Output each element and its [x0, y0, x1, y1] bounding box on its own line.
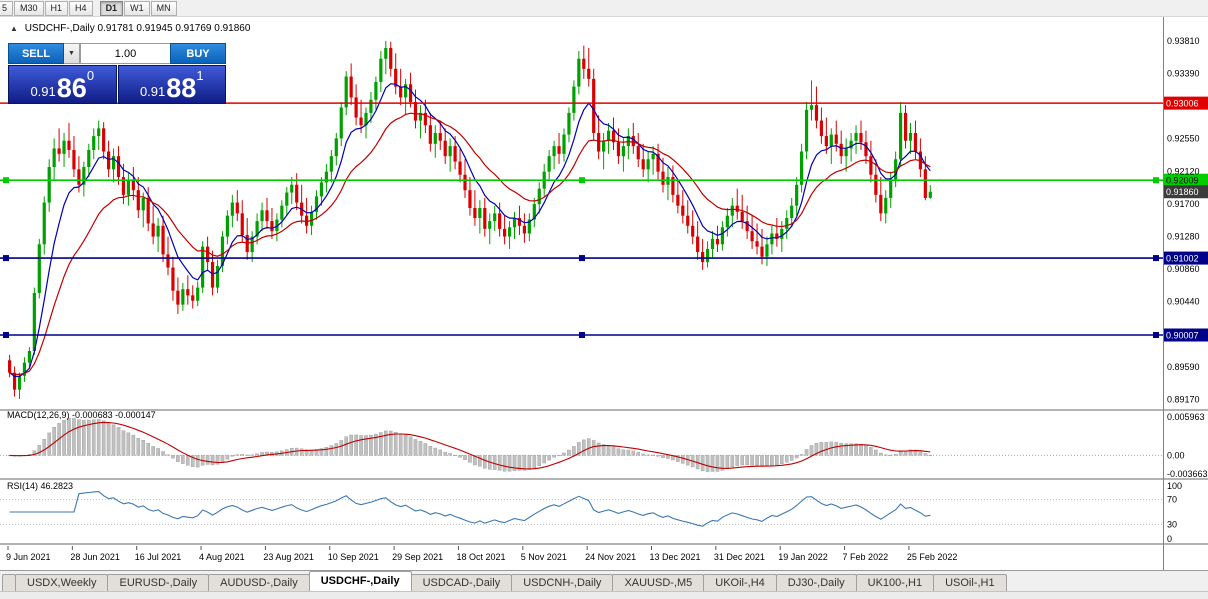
time-axis[interactable]: 9 Jun 2021 28 Jun 2021 16 Jul 2021 4 Aug 20… [6, 546, 957, 562]
chart-collapse-icon[interactable]: ▲ [10, 24, 18, 33]
buy-button[interactable]: BUY [170, 43, 226, 64]
macd-indicator-label: MACD(12,26,9) -0.000683 -0.000147 [7, 410, 156, 420]
timeframe-toolbar: 5 M30 H1 H4 D1 W1 MN [0, 0, 1208, 17]
chart-tab-uk100-h1[interactable]: UK100-,H1 [855, 574, 935, 591]
caption-symbol: USDCHF-,Daily [24, 23, 95, 34]
svg-text:0.93390: 0.93390 [1167, 68, 1200, 78]
sell-price-big: 86 [56, 73, 87, 104]
hline-handle[interactable] [579, 332, 585, 339]
hline-handle[interactable] [1153, 255, 1159, 262]
chart-caption: ▲ USDCHF-,Daily 0.91781 0.91945 0.91769 … [10, 23, 250, 34]
chart-tab-usdx-weekly[interactable]: USDX,Weekly [15, 574, 109, 591]
svg-text:70: 70 [1167, 495, 1177, 505]
chart-tab-dj30-daily[interactable]: DJ30-,Daily [775, 574, 857, 591]
chart-tab-usoil-h1[interactable]: USOil-,H1 [933, 574, 1007, 591]
svg-text:0.91860: 0.91860 [1166, 187, 1199, 197]
timeframe-button-m30[interactable]: M30 [14, 0, 44, 16]
rsi-line [9, 491, 931, 527]
svg-text:31 Dec 2021: 31 Dec 2021 [714, 552, 765, 562]
sell-button[interactable]: SELL [8, 43, 64, 64]
svg-text:18 Oct 2021: 18 Oct 2021 [456, 552, 505, 562]
svg-text:0.89170: 0.89170 [1167, 395, 1200, 405]
svg-text:23 Aug 2021: 23 Aug 2021 [263, 552, 314, 562]
hline-handle[interactable] [3, 255, 9, 262]
chart-tab-xauusd-m5[interactable]: XAUUSD-,M5 [612, 574, 705, 591]
svg-text:-0.003663: -0.003663 [1167, 469, 1208, 479]
sell-price-sup: 0 [86, 68, 95, 83]
tab-stub[interactable] [2, 574, 16, 591]
chart-background [0, 17, 1208, 570]
rsi-indicator-label: RSI(14) 46.2823 [7, 481, 74, 491]
chart-tab-ukoil-h4[interactable]: UKOil-,H4 [703, 574, 777, 591]
macd-signal-line [9, 421, 931, 470]
svg-text:0: 0 [1167, 534, 1172, 544]
svg-text:0.90440: 0.90440 [1167, 297, 1200, 307]
timeframe-button-d1[interactable]: D1 [99, 0, 124, 16]
svg-text:10 Sep 2021: 10 Sep 2021 [328, 552, 379, 562]
timeframe-button-w1[interactable]: W1 [124, 0, 150, 16]
svg-text:0.92550: 0.92550 [1167, 133, 1200, 143]
chart-tab-usdcnh-daily[interactable]: USDCNH-,Daily [511, 574, 614, 591]
svg-text:16 Jul 2021: 16 Jul 2021 [135, 552, 182, 562]
chart-area[interactable]: 0.93006 0.92009 0.91002 0.90007 0.93810 0.933… [0, 17, 1208, 570]
hline-handle[interactable] [1153, 177, 1159, 184]
svg-text:0.89590: 0.89590 [1167, 362, 1200, 372]
svg-text:0.91002: 0.91002 [1166, 254, 1199, 264]
chart-tab-audusd-daily[interactable]: AUDUSD-,Daily [208, 574, 310, 591]
svg-text:19 Jan 2022: 19 Jan 2022 [778, 552, 828, 562]
chevron-down-icon: ▼ [68, 50, 75, 57]
timeframe-button-5[interactable]: 5 [0, 0, 14, 16]
svg-text:5 Nov 2021: 5 Nov 2021 [521, 552, 567, 562]
sell-price-display[interactable]: 0.91 86 0 [8, 65, 117, 104]
buy-price-small: 0.91 [139, 84, 166, 99]
svg-text:13 Dec 2021: 13 Dec 2021 [650, 552, 701, 562]
svg-text:29 Sep 2021: 29 Sep 2021 [392, 552, 443, 562]
svg-text:30: 30 [1167, 519, 1177, 529]
timeframe-button-h1[interactable]: H1 [44, 0, 69, 16]
volume-input[interactable] [80, 43, 170, 64]
svg-text:4 Aug 2021: 4 Aug 2021 [199, 552, 245, 562]
svg-text:0.91700: 0.91700 [1167, 199, 1200, 209]
hline-handle[interactable] [1153, 332, 1159, 339]
chart-tab-eurusd-daily[interactable]: EURUSD-,Daily [107, 574, 210, 591]
svg-text:7 Feb 2022: 7 Feb 2022 [843, 552, 889, 562]
hline-handle[interactable] [3, 332, 9, 339]
hline-handle[interactable] [579, 255, 585, 262]
ma-line-20 [9, 112, 931, 376]
svg-text:9 Jun 2021: 9 Jun 2021 [6, 552, 51, 562]
volume-dropdown-button[interactable]: ▼ [64, 43, 80, 64]
svg-text:0.90007: 0.90007 [1166, 331, 1199, 341]
svg-text:0.00: 0.00 [1167, 450, 1185, 460]
buy-price-big: 88 [166, 73, 197, 104]
svg-text:24 Nov 2021: 24 Nov 2021 [585, 552, 636, 562]
svg-text:28 Jun 2021: 28 Jun 2021 [70, 552, 120, 562]
sell-price-small: 0.91 [30, 84, 56, 99]
caption-ohlc: 0.91781 0.91945 0.91769 0.91860 [97, 23, 251, 34]
chart-tab-usdcad-daily[interactable]: USDCAD-,Daily [410, 574, 513, 591]
svg-text:0.93006: 0.93006 [1166, 99, 1199, 109]
svg-text:0.92009: 0.92009 [1166, 176, 1199, 186]
chart-tab-usdchf-daily[interactable]: USDCHF-,Daily [308, 571, 412, 591]
svg-text:25 Feb 2022: 25 Feb 2022 [907, 552, 958, 562]
buy-price-sup: 1 [196, 68, 204, 83]
hline-handle[interactable] [579, 177, 585, 184]
svg-text:0.005963: 0.005963 [1167, 412, 1205, 422]
timeframe-button-mn[interactable]: MN [150, 0, 177, 16]
svg-text:0.92120: 0.92120 [1167, 167, 1200, 177]
ma-line-8 [9, 83, 931, 378]
chart-tab-bar: USDX,Weekly EURUSD-,Daily AUDUSD-,Daily USD… [0, 570, 1208, 591]
status-bar [0, 591, 1208, 599]
svg-text:0.93810: 0.93810 [1167, 36, 1200, 46]
hline-handle[interactable] [3, 177, 9, 184]
svg-text:0.90860: 0.90860 [1167, 264, 1200, 274]
buy-price-display[interactable]: 0.91 88 1 [117, 65, 226, 104]
timeframe-button-h4[interactable]: H4 [69, 0, 93, 16]
svg-text:0.91280: 0.91280 [1167, 232, 1200, 242]
svg-text:100: 100 [1167, 481, 1182, 491]
